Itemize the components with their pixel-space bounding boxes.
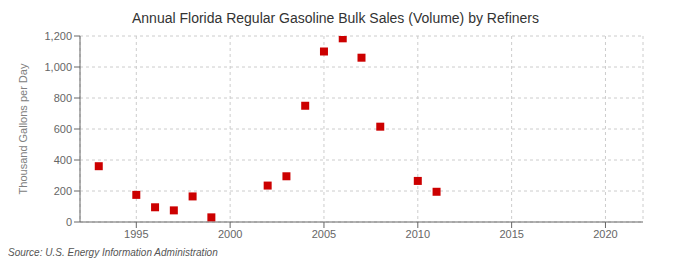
svg-text:600: 600 [54, 123, 72, 135]
html-text:Source: U.S. Energy Informatio: Source: U.S. Energy Information Administ… [8, 247, 218, 258]
svg-text:Thousand Gallons per Day: Thousand Gallons per Day [17, 63, 29, 194]
svg-text:200: 200 [54, 185, 72, 197]
svg-text:1,200: 1,200 [44, 30, 72, 42]
svg-text:2010: 2010 [406, 228, 430, 240]
svg-text:0: 0 [66, 216, 72, 228]
svg-text:2005: 2005 [312, 228, 336, 240]
svg-text:2000: 2000 [218, 228, 242, 240]
svg-text:2020: 2020 [593, 228, 617, 240]
html-text:Annual Florida Regular Gasolin: Annual Florida Regular Gasoline Bulk Sal… [132, 10, 539, 26]
svg-text:400: 400 [54, 154, 72, 166]
svg-text:800: 800 [54, 92, 72, 104]
svg-text:2015: 2015 [499, 228, 523, 240]
svg-text:1,000: 1,000 [44, 61, 72, 73]
svg-text:1995: 1995 [124, 228, 148, 240]
